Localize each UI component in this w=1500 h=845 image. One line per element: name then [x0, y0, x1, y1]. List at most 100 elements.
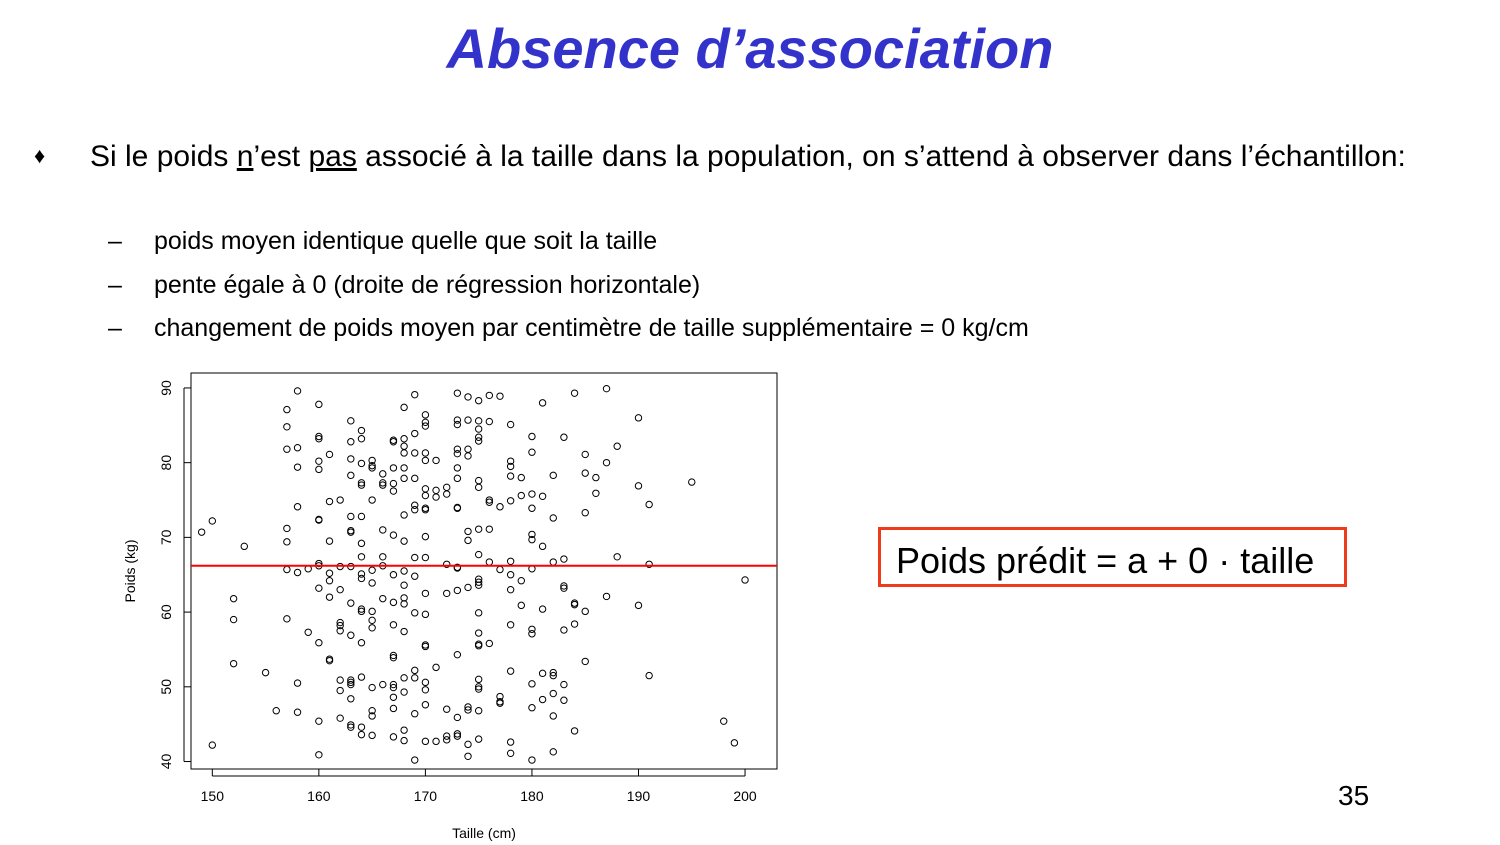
data-point — [538, 669, 547, 678]
x-tick-label: 200 — [733, 788, 757, 804]
data-point — [421, 737, 430, 746]
data-point — [379, 526, 387, 534]
data-point — [411, 429, 419, 438]
data-point — [581, 469, 589, 477]
data-point — [496, 698, 504, 706]
data-point — [506, 497, 515, 505]
slide-title: Absence d’association — [446, 17, 1054, 80]
data-point — [581, 450, 589, 459]
data-point — [389, 438, 398, 446]
data-point — [283, 423, 291, 431]
data-point — [464, 583, 472, 592]
data-point — [485, 558, 494, 566]
data-point — [538, 492, 547, 500]
data-point — [496, 565, 504, 574]
data-point — [347, 512, 355, 521]
data-point — [325, 497, 334, 506]
data-point — [357, 512, 366, 521]
data-point — [336, 618, 344, 627]
data-point — [453, 464, 462, 472]
data-point — [421, 449, 430, 457]
data-point — [464, 416, 472, 424]
data-point — [432, 737, 440, 746]
data-point — [421, 485, 430, 493]
data-point — [325, 577, 334, 585]
data-point — [464, 452, 472, 460]
data-point — [347, 678, 355, 687]
data-point — [315, 435, 323, 443]
data-point — [347, 528, 355, 536]
data-point — [464, 703, 472, 711]
data-point — [411, 609, 419, 617]
data-point — [474, 437, 483, 445]
data-point — [315, 516, 323, 524]
data-point — [560, 582, 568, 590]
underlined-pas: pas — [308, 140, 357, 173]
data-point — [400, 403, 408, 412]
data-point — [368, 616, 376, 625]
y-tick-label: 60 — [158, 604, 174, 620]
data-point — [432, 493, 440, 501]
data-point — [368, 461, 376, 470]
data-point — [528, 504, 536, 512]
data-point — [400, 474, 408, 483]
data-point — [325, 593, 334, 601]
diamond-bullet-icon: ♦ — [34, 143, 46, 168]
data-point — [528, 756, 536, 764]
data-point — [528, 432, 536, 441]
data-point — [506, 585, 515, 594]
data-point — [474, 675, 483, 684]
data-point — [496, 503, 504, 511]
data-point — [389, 683, 398, 692]
data-point — [389, 464, 398, 472]
data-point — [453, 504, 462, 512]
data-point — [517, 491, 525, 500]
main-bullet-text: Si le poids n’est pas associé à la taill… — [90, 137, 1410, 177]
data-point — [560, 433, 568, 441]
y-tick-label: 70 — [158, 529, 174, 545]
data-point — [485, 391, 494, 400]
data-point — [453, 416, 462, 424]
data-point — [347, 676, 355, 684]
data-point — [474, 735, 483, 743]
data-point — [347, 455, 355, 463]
data-point — [357, 539, 366, 548]
data-point — [389, 733, 398, 741]
data-point — [453, 586, 462, 595]
data-point — [400, 726, 408, 734]
data-point — [592, 473, 600, 482]
x-tick-label: 190 — [627, 788, 651, 804]
data-point — [453, 474, 462, 483]
scatter-plot: 150 160 170 180 190 200 40 50 60 70 80 90 Taille (… — [122, 372, 778, 841]
data-point — [293, 444, 302, 452]
data-point — [474, 642, 483, 650]
data-point — [293, 568, 302, 577]
data-point — [453, 420, 462, 429]
data-point — [421, 411, 430, 419]
data-point — [506, 462, 515, 471]
data-point — [464, 752, 472, 760]
data-point — [474, 578, 483, 586]
data-point — [506, 420, 515, 429]
data-point — [485, 498, 494, 506]
data-point — [443, 736, 451, 744]
data-point — [453, 730, 462, 738]
data-point — [453, 449, 462, 458]
data-point — [645, 500, 653, 509]
data-point — [464, 740, 472, 749]
data-point — [592, 489, 600, 497]
data-point — [421, 504, 430, 512]
data-point — [581, 657, 589, 666]
data-point — [389, 571, 398, 579]
data-point — [602, 458, 611, 467]
data-point — [506, 457, 515, 465]
data-point — [400, 594, 408, 602]
dash-bullet-icon: – — [108, 271, 122, 299]
data-point — [357, 570, 366, 578]
data-point — [379, 479, 387, 487]
data-point — [517, 577, 525, 585]
data-point — [496, 699, 504, 707]
data-point — [549, 668, 557, 677]
data-point — [229, 615, 238, 624]
data-point — [474, 683, 483, 691]
